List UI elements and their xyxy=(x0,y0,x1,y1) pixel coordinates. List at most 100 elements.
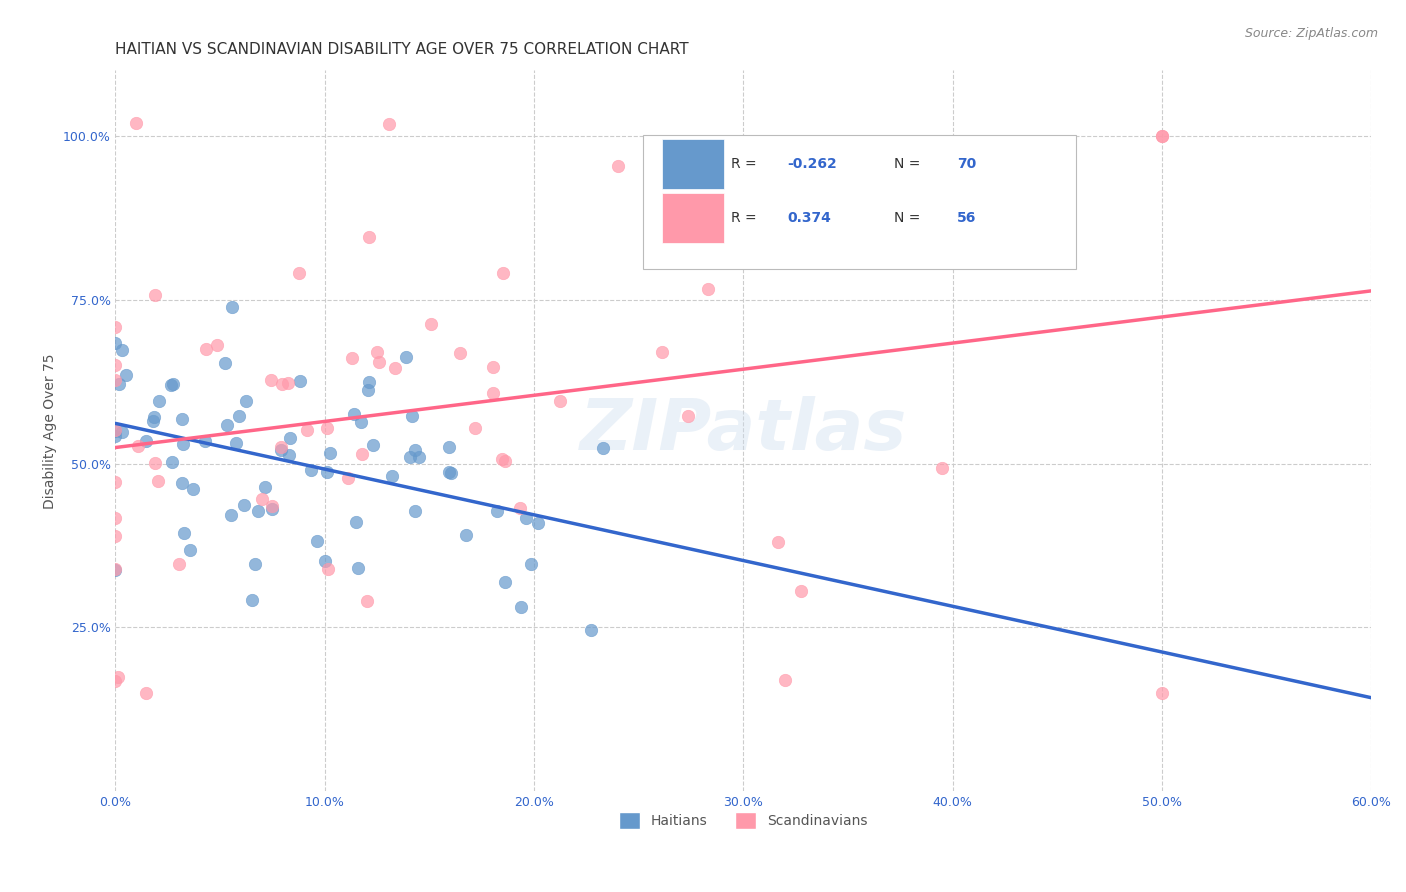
Point xyxy=(404,443,426,458)
Point xyxy=(148,394,170,409)
Point xyxy=(437,441,460,455)
Point xyxy=(172,436,194,450)
Point xyxy=(104,529,127,543)
Point xyxy=(160,378,183,392)
Point xyxy=(235,393,257,408)
Point xyxy=(104,358,127,372)
Point xyxy=(492,267,515,281)
Point xyxy=(367,354,389,368)
Point xyxy=(127,439,149,453)
Point xyxy=(357,375,380,389)
Point xyxy=(278,431,301,445)
Point xyxy=(592,441,614,455)
Point xyxy=(491,451,513,466)
Point xyxy=(270,443,292,458)
Point xyxy=(357,383,380,397)
Point xyxy=(288,267,311,281)
Point xyxy=(104,425,127,439)
Point xyxy=(1150,686,1173,700)
Point xyxy=(768,535,790,549)
Point xyxy=(104,563,127,577)
Text: -0.262: -0.262 xyxy=(787,157,837,171)
Point xyxy=(548,393,571,408)
Point xyxy=(494,454,516,468)
Text: R =: R = xyxy=(731,157,761,171)
Point xyxy=(464,420,486,434)
Point xyxy=(143,409,166,424)
Point xyxy=(931,460,953,475)
Point xyxy=(270,440,292,454)
Point xyxy=(232,498,254,512)
Text: N =: N = xyxy=(894,211,925,225)
Point xyxy=(278,448,301,462)
FancyBboxPatch shape xyxy=(662,193,724,244)
Point xyxy=(437,465,460,479)
Point xyxy=(135,686,157,700)
Point xyxy=(170,476,193,491)
Point xyxy=(260,502,283,516)
Point xyxy=(277,376,299,391)
Point xyxy=(104,429,127,443)
Point xyxy=(456,528,478,542)
Text: R =: R = xyxy=(731,211,761,225)
Point xyxy=(347,560,370,574)
Point xyxy=(342,351,364,365)
Point xyxy=(357,230,380,244)
Point xyxy=(148,474,170,488)
Point xyxy=(108,377,131,392)
Point xyxy=(343,407,366,421)
Point xyxy=(495,574,517,589)
Point xyxy=(250,491,273,506)
Point xyxy=(228,409,250,423)
Point xyxy=(439,466,461,480)
Point xyxy=(676,409,699,423)
Point xyxy=(162,455,184,469)
Point xyxy=(697,282,720,296)
Point xyxy=(336,471,359,485)
Point xyxy=(271,376,294,391)
Point xyxy=(104,674,127,689)
Point xyxy=(481,359,503,374)
Point xyxy=(509,599,531,614)
Point xyxy=(214,355,236,369)
Point xyxy=(724,212,747,227)
Point xyxy=(316,562,339,576)
Point xyxy=(143,456,166,470)
Point xyxy=(219,508,242,523)
Point xyxy=(606,159,628,173)
Point xyxy=(316,421,339,435)
Text: N =: N = xyxy=(894,157,925,171)
Point xyxy=(307,533,329,548)
Point xyxy=(651,345,673,359)
Point xyxy=(900,208,922,222)
Point xyxy=(111,425,134,439)
Point xyxy=(509,501,531,516)
Point xyxy=(173,525,195,540)
Text: 70: 70 xyxy=(956,157,976,171)
Point xyxy=(1150,128,1173,143)
Point xyxy=(318,446,340,460)
Point xyxy=(314,553,336,567)
Point xyxy=(104,511,127,525)
Point xyxy=(449,346,471,360)
Point xyxy=(195,342,218,356)
Point xyxy=(377,118,399,132)
Point xyxy=(125,116,148,130)
Text: ZIPatlas: ZIPatlas xyxy=(579,396,907,466)
Point xyxy=(384,360,406,375)
Point xyxy=(515,511,537,525)
Point xyxy=(104,475,127,489)
Point xyxy=(315,465,337,479)
Point xyxy=(398,450,420,465)
Point xyxy=(485,503,508,517)
Point xyxy=(395,351,418,365)
Point xyxy=(527,516,550,530)
Point xyxy=(299,463,322,477)
Point xyxy=(346,516,368,530)
Point xyxy=(243,557,266,571)
Point xyxy=(205,338,228,352)
Text: HAITIAN VS SCANDINAVIAN DISABILITY AGE OVER 75 CORRELATION CHART: HAITIAN VS SCANDINAVIAN DISABILITY AGE O… xyxy=(115,42,689,57)
Point xyxy=(172,412,194,426)
Text: 56: 56 xyxy=(956,211,976,225)
Point xyxy=(361,438,384,452)
